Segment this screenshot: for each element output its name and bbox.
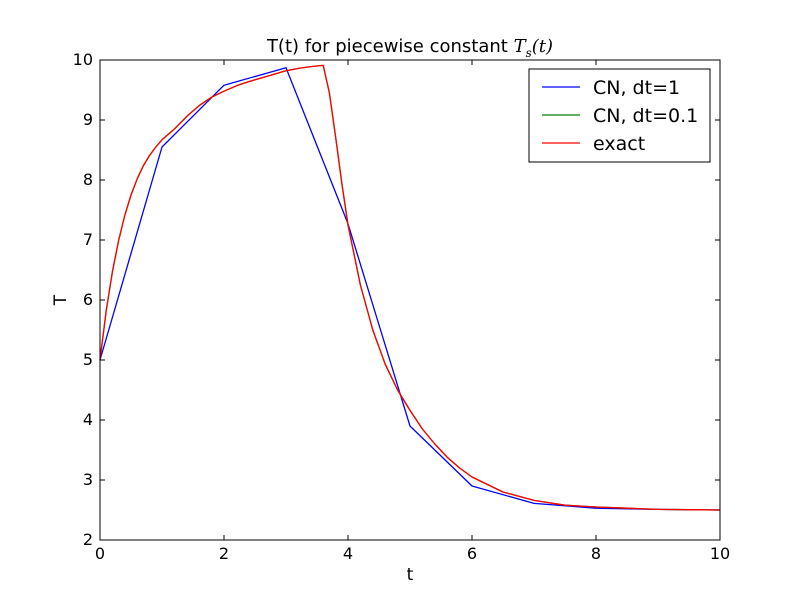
legend-label-cn-dt01: CN, dt=0.1 xyxy=(593,105,698,127)
series-line-0 xyxy=(99,67,721,511)
x-tick-label: 10 xyxy=(710,544,730,563)
chart-title-math-arg: (t) xyxy=(532,36,553,57)
y-tick-label: 5 xyxy=(83,350,93,369)
x-tick-label: 4 xyxy=(343,544,353,563)
series-line-2 xyxy=(99,64,721,511)
x-tick-label: 2 xyxy=(219,544,229,563)
x-axis-label: t xyxy=(407,565,414,585)
series-layer xyxy=(99,64,721,511)
x-tick-label: 8 xyxy=(591,544,601,563)
y-tick-label: 3 xyxy=(83,470,93,489)
x-tick-label: 6 xyxy=(467,544,477,563)
legend-label-cn-dt1: CN, dt=1 xyxy=(593,77,680,99)
plot-frame xyxy=(99,59,721,541)
y-tick-label: 8 xyxy=(83,170,93,189)
y-tick-label: 7 xyxy=(83,230,93,249)
legend-label-exact: exact xyxy=(593,133,645,155)
chart-title: T(t) for piecewise constant Ts(t) xyxy=(266,36,553,60)
chart-title-math-T: T xyxy=(514,36,528,57)
y-tick-label: 2 xyxy=(83,530,93,549)
y-axis-label: T xyxy=(51,294,71,306)
legend: CN, dt=1 CN, dt=0.1 exact xyxy=(528,68,711,163)
y-tick-label: 4 xyxy=(83,410,93,429)
chart-title-math-subscript: s xyxy=(526,46,532,60)
y-tick-label: 6 xyxy=(83,290,93,309)
x-tick-label: 0 xyxy=(95,544,105,563)
chart-title-prefix: T(t) for piecewise constant xyxy=(266,36,514,57)
y-tick-label: 10 xyxy=(73,50,93,69)
y-tick-label: 9 xyxy=(83,110,93,129)
